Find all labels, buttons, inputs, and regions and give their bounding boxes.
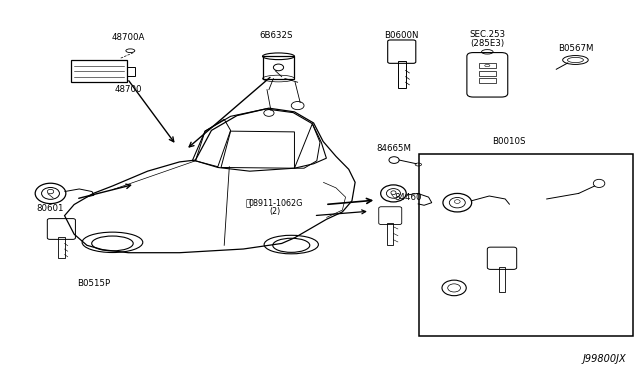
- Bar: [262, 56, 294, 78]
- Bar: [127, 67, 135, 76]
- Text: B0010S: B0010S: [492, 137, 525, 146]
- Text: 48700A: 48700A: [112, 33, 145, 42]
- Text: 80601: 80601: [36, 205, 64, 214]
- Text: Ⓑ: Ⓑ: [246, 199, 251, 208]
- Text: 84460: 84460: [394, 193, 422, 202]
- Bar: [58, 237, 65, 258]
- Text: B0600N: B0600N: [385, 31, 419, 41]
- Text: SEC.253: SEC.253: [469, 30, 506, 39]
- Bar: [387, 223, 394, 245]
- Text: J99800JX: J99800JX: [583, 354, 627, 364]
- Text: (285E3): (285E3): [470, 39, 504, 48]
- Bar: [479, 63, 495, 68]
- Bar: [398, 61, 406, 88]
- Bar: [71, 60, 127, 82]
- Text: 84665M: 84665M: [376, 144, 412, 153]
- Bar: [419, 154, 633, 336]
- Bar: [479, 78, 495, 83]
- Text: B0567M: B0567M: [557, 44, 593, 53]
- Text: 08911-1062G: 08911-1062G: [248, 199, 303, 208]
- Text: (2): (2): [269, 207, 281, 216]
- Text: 6B632S: 6B632S: [260, 31, 293, 41]
- Text: B0515P: B0515P: [77, 279, 110, 288]
- Bar: [499, 267, 505, 292]
- Bar: [479, 71, 495, 76]
- Text: 48700: 48700: [115, 85, 142, 94]
